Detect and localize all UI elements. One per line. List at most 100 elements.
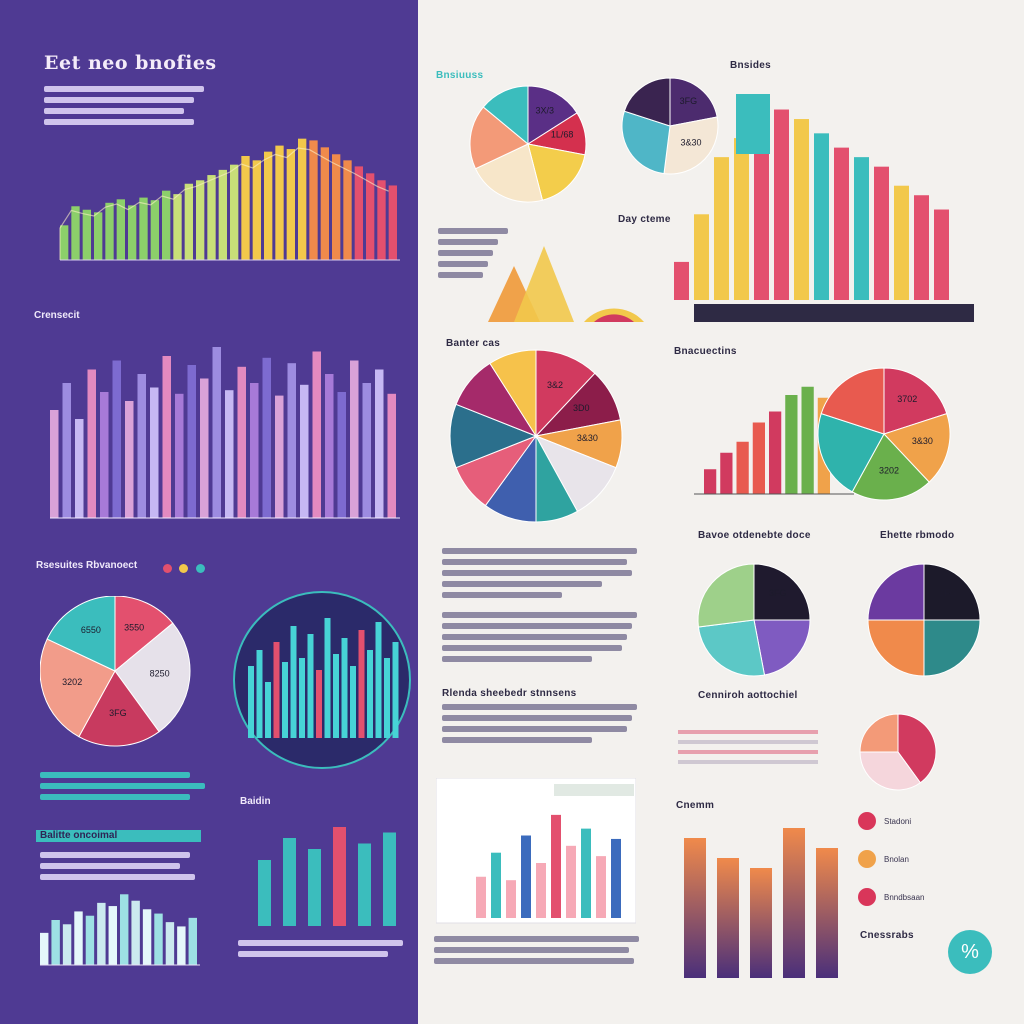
section-heading-10: Ehette rbmodo	[880, 530, 955, 541]
pie-label: 3&30	[680, 138, 701, 148]
bar	[717, 858, 739, 978]
bar	[752, 422, 765, 494]
teal-banner	[36, 830, 201, 842]
bar	[332, 154, 341, 260]
bar	[162, 190, 171, 260]
left-panel: Eet neo bnofies Crensecit Rsesuites Rbva…	[0, 0, 418, 1024]
pie-label: 3202	[879, 465, 899, 475]
bar	[62, 924, 72, 965]
bar	[225, 390, 234, 518]
pie-label: 3202	[62, 677, 82, 687]
bar	[300, 384, 309, 518]
pie-label: 3D0	[573, 403, 590, 413]
bar	[350, 666, 356, 738]
bar	[287, 363, 296, 518]
bar	[248, 666, 254, 738]
dot-icon	[195, 564, 205, 573]
bar	[100, 392, 109, 518]
bar	[714, 157, 729, 300]
bar	[769, 411, 782, 494]
pie-slice	[697, 619, 766, 677]
section-heading-15: Cnessrabs	[860, 930, 914, 941]
bar	[207, 175, 216, 260]
pie-slice	[78, 670, 160, 747]
pie-label: 1L/68	[551, 129, 574, 139]
pie-slice	[923, 619, 981, 677]
pie-slice	[820, 367, 885, 435]
bar	[491, 852, 501, 918]
bar	[785, 395, 798, 494]
bar	[282, 662, 288, 738]
bar	[377, 180, 386, 260]
bar	[536, 863, 546, 918]
section-heading-3: Rsesuites Rbvanoect	[36, 560, 138, 571]
bar	[299, 658, 305, 738]
bar	[62, 383, 71, 518]
right-panel: Bnsiuuss 3X/3 1L/68 3FG 3&30 Bnsides Day c…	[418, 0, 1024, 1024]
bottom-left-bars	[40, 894, 200, 966]
bar	[75, 419, 84, 518]
pie-slice	[859, 713, 899, 753]
section-heading-7: Day cteme	[618, 214, 671, 225]
bar	[794, 119, 809, 300]
bar	[774, 109, 789, 301]
legend-item: Bnolan	[858, 850, 924, 868]
bar	[51, 920, 60, 965]
pie-label: 3550	[124, 622, 144, 632]
bar	[801, 386, 814, 494]
bar	[137, 374, 146, 518]
bar	[476, 876, 486, 918]
section-heading-5: Bnsiuuss	[436, 70, 484, 81]
bar	[581, 828, 591, 918]
section-heading-12: Rlenda sheebedr stnnsens	[442, 688, 577, 699]
bar	[814, 133, 829, 300]
pie-slice	[621, 110, 671, 175]
bar	[275, 395, 284, 518]
bar	[97, 902, 106, 965]
pie-slice	[883, 412, 951, 483]
legend-item: Bnndbsaan	[858, 888, 924, 906]
bar	[82, 209, 91, 260]
bar	[218, 169, 227, 260]
bar	[290, 626, 297, 738]
bar	[324, 618, 331, 738]
bar	[333, 827, 346, 926]
legend-dot-icon	[858, 812, 876, 830]
bar	[894, 185, 909, 300]
bar	[358, 843, 371, 926]
chart-tab	[554, 784, 634, 796]
bar	[358, 630, 365, 738]
bar	[250, 383, 259, 518]
pie-label: 3&30	[577, 433, 598, 443]
bar	[384, 658, 390, 738]
bar	[241, 156, 250, 260]
bar	[184, 183, 193, 260]
bar	[131, 900, 140, 965]
legend-dots	[160, 560, 205, 578]
bar	[87, 369, 96, 518]
left-text-3	[238, 940, 408, 962]
legend-label: Bnolan	[884, 854, 909, 864]
bar	[275, 145, 284, 260]
pie-slice	[867, 563, 925, 621]
pie-label: 8250	[150, 669, 170, 679]
bar	[734, 138, 749, 300]
section-heading-14: Cnemm	[676, 800, 715, 811]
bar	[298, 138, 307, 260]
pie-slice	[489, 349, 537, 438]
bar	[816, 848, 838, 978]
bar	[337, 392, 346, 518]
section-heading-13: Baidin	[240, 796, 271, 807]
bar	[264, 151, 273, 260]
legend: Stadoni Bnolan Bnndbsaan	[858, 812, 924, 926]
section-heading-9: Bavoe otdenebte doce	[698, 530, 811, 541]
bar	[286, 149, 295, 260]
bar	[309, 140, 318, 260]
bar	[212, 347, 221, 518]
bar	[162, 356, 171, 518]
bar	[283, 838, 296, 926]
bar	[237, 366, 246, 518]
bar	[265, 682, 271, 738]
pie-slice	[867, 619, 925, 677]
pie-slice	[114, 622, 191, 733]
